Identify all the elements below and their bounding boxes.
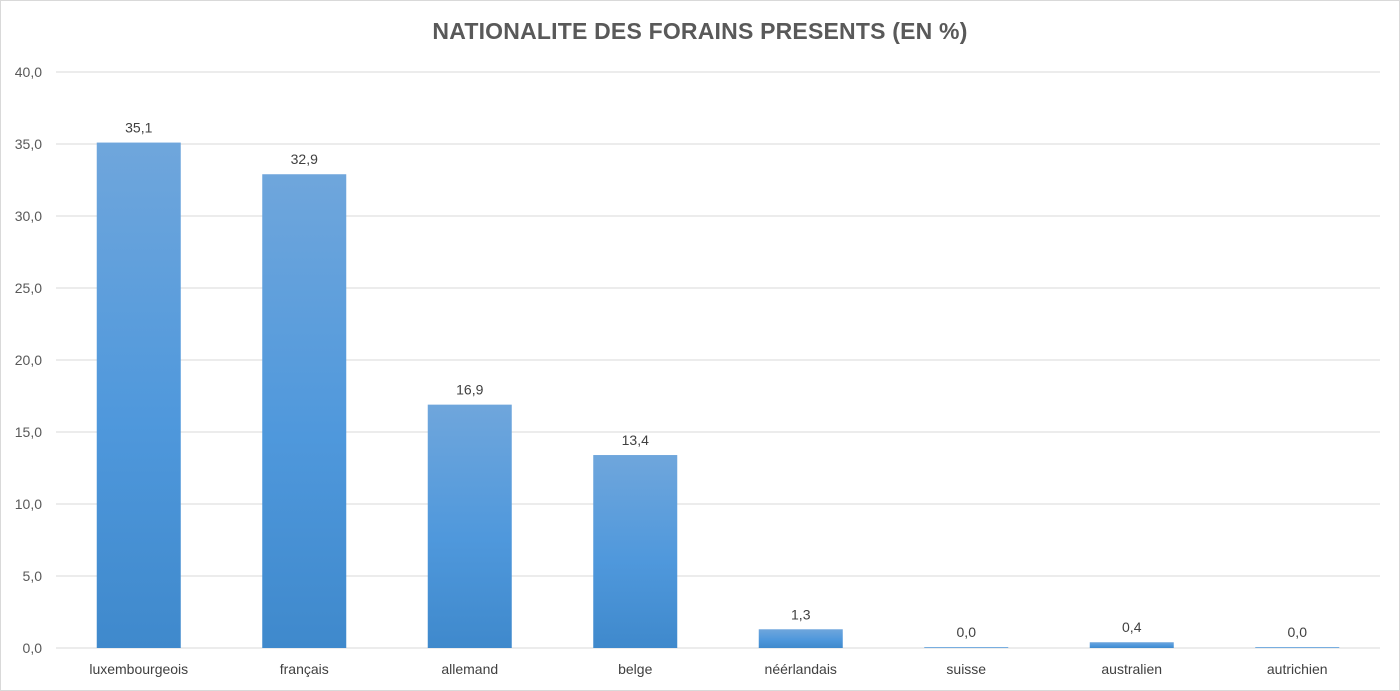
y-tick-label: 5,0 — [23, 568, 43, 584]
category-label-2: allemand — [441, 661, 498, 677]
bar-2 — [427, 404, 512, 648]
bar-6 — [1089, 642, 1174, 648]
data-label-3: 13,4 — [622, 432, 649, 448]
y-tick-label: 15,0 — [15, 424, 42, 440]
data-label-2: 16,9 — [456, 382, 483, 398]
category-label-3: belge — [618, 661, 652, 677]
y-tick-label: 40,0 — [15, 64, 42, 80]
category-label-5: suisse — [946, 661, 986, 677]
category-label-6: australien — [1101, 661, 1162, 677]
bar-7 — [1255, 647, 1340, 648]
bar-4 — [758, 629, 843, 648]
category-label-7: autrichien — [1267, 661, 1328, 677]
bar-3 — [593, 455, 678, 648]
y-tick-label: 25,0 — [15, 280, 42, 296]
category-label-1: français — [280, 661, 329, 677]
category-label-0: luxembourgeois — [89, 661, 188, 677]
y-tick-label: 10,0 — [15, 496, 42, 512]
y-tick-label: 0,0 — [23, 640, 43, 656]
x-axis-categories: luxembourgeois français allemand belge néérl… — [89, 661, 1327, 677]
y-axis-ticks: 0,0 5,0 10,0 15,0 20,0 25,0 30,0 35,0 40,0 — [15, 64, 42, 656]
data-labels: 35,1 32,9 16,9 13,4 1,3 0,0 0,4 0,0 — [125, 120, 1307, 641]
data-label-6: 0,4 — [1122, 619, 1142, 635]
y-tick-label: 20,0 — [15, 352, 42, 368]
y-tick-label: 35,0 — [15, 136, 42, 152]
data-label-1: 32,9 — [291, 151, 318, 167]
bar-0 — [96, 142, 181, 648]
data-label-0: 35,1 — [125, 120, 152, 136]
gridlines — [56, 71, 1380, 649]
bars — [96, 142, 1340, 649]
data-label-7: 0,0 — [1288, 624, 1308, 640]
data-label-4: 1,3 — [791, 606, 811, 622]
y-tick-label: 30,0 — [15, 208, 42, 224]
bar-5 — [924, 647, 1009, 648]
chart-title: NATIONALITE DES FORAINS PRESENTS (EN %) — [432, 18, 968, 44]
data-label-5: 0,0 — [957, 624, 977, 640]
bar-1 — [262, 174, 347, 649]
category-label-4: néérlandais — [765, 661, 837, 677]
